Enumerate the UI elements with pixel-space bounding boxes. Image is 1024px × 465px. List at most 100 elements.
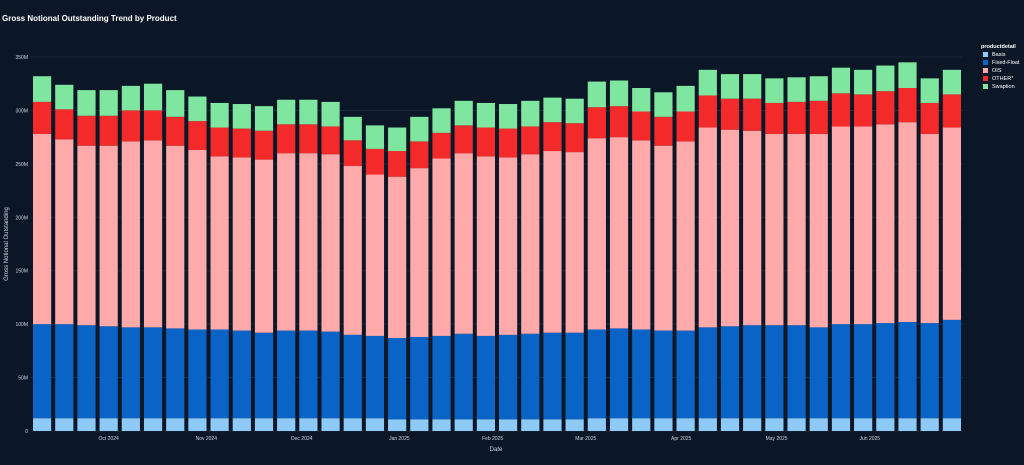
- bar-segment[interactable]: [232, 330, 251, 419]
- bar-segment[interactable]: [254, 130, 274, 160]
- bar-segment[interactable]: [521, 419, 540, 431]
- bar-segment[interactable]: [454, 125, 473, 154]
- bar-segment[interactable]: [99, 90, 118, 116]
- bar-segment[interactable]: [365, 418, 385, 431]
- bar-segment[interactable]: [609, 80, 629, 107]
- bar-segment[interactable]: [543, 419, 562, 431]
- bar-segment[interactable]: [543, 122, 562, 152]
- bar-segment[interactable]: [277, 330, 296, 419]
- bar-segment[interactable]: [720, 129, 740, 327]
- bar-segment[interactable]: [321, 126, 340, 155]
- bar-segment[interactable]: [188, 418, 207, 431]
- bar-segment[interactable]: [587, 107, 606, 139]
- bar-segment[interactable]: [143, 83, 163, 111]
- bar-segment[interactable]: [831, 67, 851, 94]
- legend-swatch[interactable]: [983, 84, 988, 89]
- bar-segment[interactable]: [920, 78, 939, 103]
- bar-segment[interactable]: [720, 326, 740, 419]
- bar-segment[interactable]: [942, 418, 962, 431]
- bar-segment[interactable]: [942, 319, 962, 419]
- bar-segment[interactable]: [188, 149, 207, 330]
- bar-segment[interactable]: [654, 418, 673, 431]
- bar-segment[interactable]: [432, 132, 451, 159]
- bar-segment[interactable]: [609, 106, 629, 138]
- bar-segment[interactable]: [55, 109, 74, 140]
- bar-segment[interactable]: [587, 329, 606, 419]
- bar-segment[interactable]: [787, 133, 806, 326]
- bar-segment[interactable]: [565, 152, 584, 333]
- bar-segment[interactable]: [521, 126, 540, 155]
- bar-segment[interactable]: [121, 327, 140, 419]
- bar-segment[interactable]: [632, 140, 651, 330]
- bar-segment[interactable]: [809, 100, 828, 134]
- bar-segment[interactable]: [77, 418, 96, 431]
- bar-segment[interactable]: [299, 153, 318, 331]
- bar-segment[interactable]: [77, 325, 96, 419]
- bar-segment[interactable]: [920, 323, 939, 419]
- bar-segment[interactable]: [743, 130, 762, 326]
- bar-segment[interactable]: [498, 334, 518, 420]
- bar-segment[interactable]: [831, 93, 851, 127]
- bar-segment[interactable]: [676, 85, 695, 112]
- bar-segment[interactable]: [388, 127, 407, 152]
- bar-segment[interactable]: [876, 124, 895, 324]
- bar-segment[interactable]: [698, 327, 717, 419]
- bar-segment[interactable]: [765, 418, 784, 431]
- bar-segment[interactable]: [476, 127, 496, 157]
- bar-segment[interactable]: [654, 330, 673, 419]
- bar-segment[interactable]: [787, 77, 806, 102]
- bar-segment[interactable]: [410, 116, 429, 142]
- bar-segment[interactable]: [321, 154, 340, 332]
- bar-segment[interactable]: [143, 140, 163, 328]
- bar-segment[interactable]: [277, 124, 296, 154]
- legend-item-label[interactable]: Swaption: [992, 84, 1015, 90]
- bar-segment[interactable]: [388, 176, 407, 339]
- bar-segment[interactable]: [410, 336, 429, 420]
- legend-item-label[interactable]: OIS: [992, 68, 1002, 74]
- bar-segment[interactable]: [565, 98, 584, 124]
- bar-segment[interactable]: [632, 87, 651, 112]
- bar-segment[interactable]: [565, 123, 584, 153]
- bar-segment[interactable]: [676, 330, 695, 419]
- bar-segment[interactable]: [654, 92, 673, 117]
- bar-segment[interactable]: [587, 81, 606, 108]
- bar-segment[interactable]: [99, 115, 118, 146]
- bar-segment[interactable]: [55, 139, 74, 325]
- bar-segment[interactable]: [698, 127, 717, 328]
- bar-segment[interactable]: [587, 418, 606, 431]
- bar-segment[interactable]: [121, 418, 140, 431]
- bar-segment[interactable]: [388, 338, 407, 420]
- bar-segment[interactable]: [143, 327, 163, 419]
- bar-segment[interactable]: [565, 332, 584, 420]
- bar-segment[interactable]: [898, 87, 917, 123]
- bar-segment[interactable]: [343, 334, 362, 419]
- bar-segment[interactable]: [898, 418, 917, 431]
- bar-segment[interactable]: [32, 101, 52, 134]
- bar-segment[interactable]: [99, 418, 118, 431]
- legend-swatch[interactable]: [983, 68, 988, 73]
- bar-segment[interactable]: [432, 419, 451, 431]
- bar-segment[interactable]: [765, 78, 784, 103]
- bar-segment[interactable]: [898, 122, 917, 323]
- bar-segment[interactable]: [765, 133, 784, 326]
- bar-segment[interactable]: [854, 126, 873, 325]
- bar-segment[interactable]: [743, 74, 762, 99]
- bar-segment[interactable]: [498, 104, 518, 129]
- bar-segment[interactable]: [365, 125, 385, 149]
- bar-segment[interactable]: [166, 418, 185, 431]
- bar-segment[interactable]: [166, 116, 185, 146]
- bar-segment[interactable]: [299, 330, 318, 419]
- bar-segment[interactable]: [876, 323, 895, 419]
- bar-segment[interactable]: [609, 418, 629, 431]
- bar-segment[interactable]: [765, 325, 784, 419]
- bar-segment[interactable]: [676, 418, 695, 431]
- bar-segment[interactable]: [232, 128, 251, 158]
- bar-segment[interactable]: [77, 145, 96, 326]
- bar-segment[interactable]: [720, 418, 740, 431]
- bar-segment[interactable]: [343, 116, 362, 141]
- bar-segment[interactable]: [432, 335, 451, 420]
- bar-segment[interactable]: [365, 174, 385, 336]
- bar-segment[interactable]: [188, 329, 207, 419]
- bar-segment[interactable]: [521, 100, 540, 127]
- bar-segment[interactable]: [166, 145, 185, 329]
